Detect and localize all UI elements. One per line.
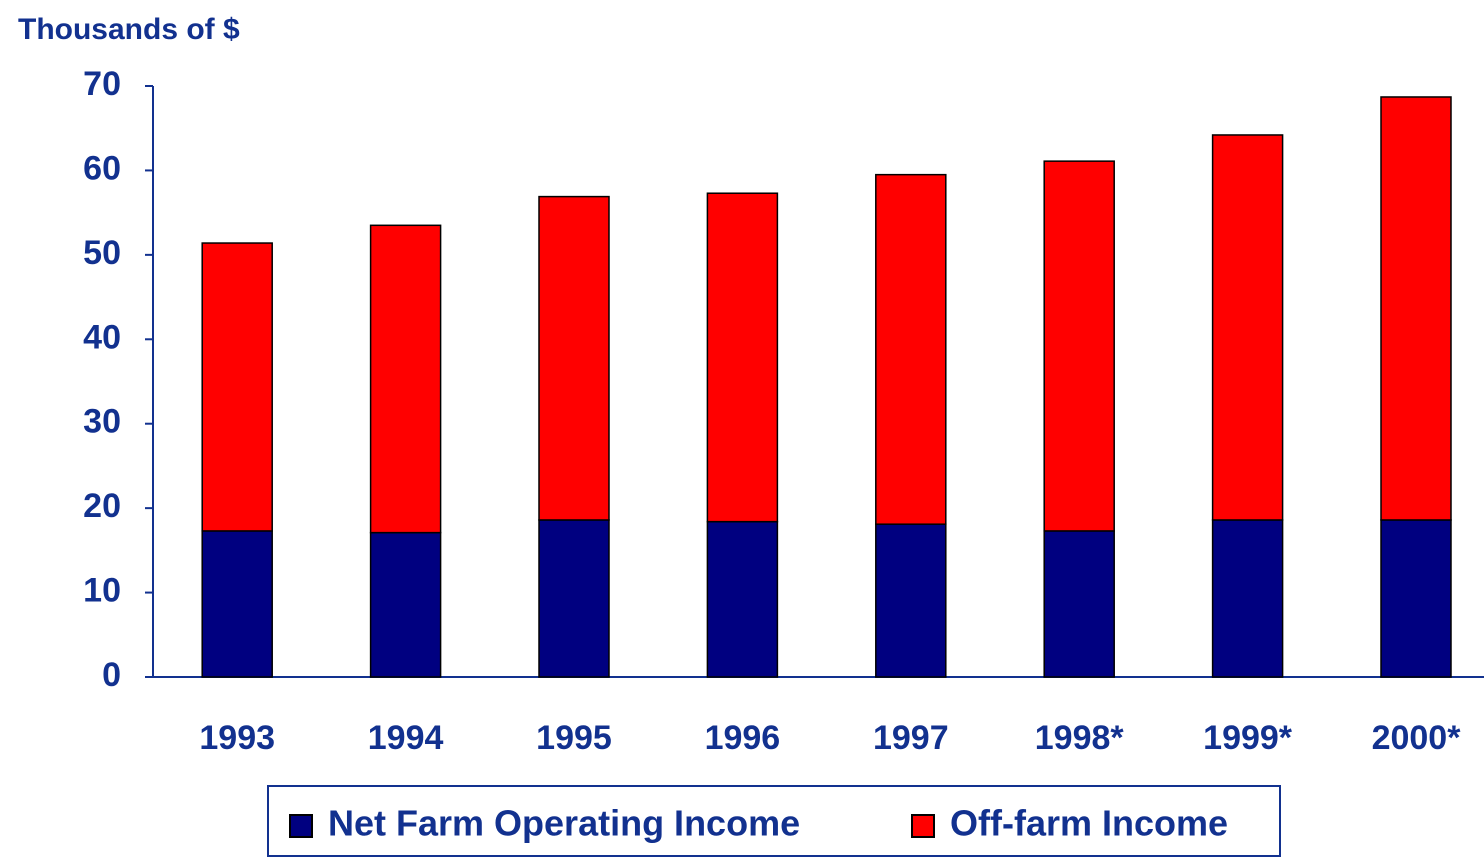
y-tick-label: 30 (83, 403, 121, 441)
x-tick-label: 1998* (1035, 719, 1125, 757)
x-tick-label: 2000* (1372, 719, 1462, 757)
y-tick-label: 0 (102, 656, 121, 694)
x-tick-label: 1994 (368, 719, 444, 757)
legend-label: Net Farm Operating Income (328, 803, 800, 844)
bar-segment (1380, 96, 1452, 521)
y-tick-label: 50 (83, 234, 121, 272)
legend-swatch (911, 814, 935, 838)
bar-segment (875, 173, 947, 525)
bar-segment (1211, 134, 1284, 521)
y-tick-label: 20 (83, 487, 121, 525)
bar-segment (538, 195, 610, 521)
x-tick-label: 1997 (873, 719, 949, 757)
bar-segment (201, 530, 273, 678)
y-tick-label: 70 (83, 65, 121, 103)
bar-segment (875, 523, 947, 678)
legend-box (267, 785, 1281, 857)
bar-segment (1380, 519, 1452, 678)
legend-label: Off-farm Income (950, 803, 1228, 844)
axis-title: Thousands of $ (18, 13, 240, 46)
bar-segment (706, 520, 779, 678)
y-tick-label: 10 (83, 572, 121, 610)
bar-segment (1043, 530, 1115, 678)
bar-segment (538, 519, 610, 678)
bar-segment (1211, 519, 1284, 678)
x-tick-label: 1993 (199, 719, 275, 757)
x-tick-label: 1995 (536, 719, 612, 757)
bar-segment (706, 192, 779, 523)
bar-segment (369, 531, 442, 678)
legend-swatch (289, 814, 313, 838)
bar-segment (369, 224, 442, 534)
y-tick-label: 60 (83, 149, 121, 187)
x-tick-label: 1996 (705, 719, 781, 757)
bar-segment (201, 242, 273, 532)
x-tick-label: 1999* (1203, 719, 1293, 757)
y-tick-label: 40 (83, 318, 121, 356)
bar-segment (1043, 160, 1115, 532)
